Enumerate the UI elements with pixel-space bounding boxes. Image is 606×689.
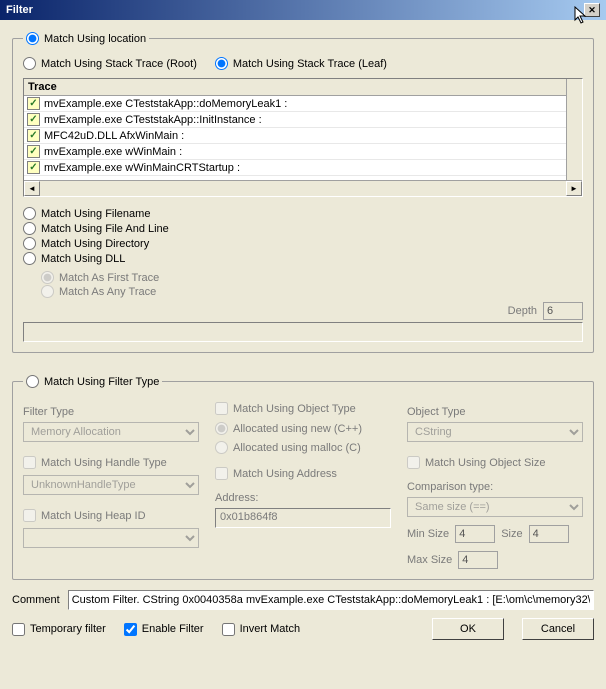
trace-item-text: mvExample.exe CTeststakApp::doMemoryLeak… bbox=[44, 98, 287, 110]
comparison-select: Same size (==) bbox=[407, 497, 583, 517]
horizontal-scrollbar[interactable]: ◄ ► bbox=[24, 180, 582, 196]
file-line-label: Match Using File And Line bbox=[41, 223, 169, 235]
file-line-radio[interactable]: Match Using File And Line bbox=[23, 222, 583, 235]
scroll-right-button[interactable]: ► bbox=[566, 181, 582, 196]
object-size-label: Match Using Object Size bbox=[425, 457, 545, 469]
alloc-malloc-label: Allocated using malloc (C) bbox=[233, 442, 361, 454]
location-radio[interactable] bbox=[26, 32, 39, 45]
trace-item[interactable]: ✓ mvExample.exe wWinMain : bbox=[24, 144, 566, 160]
trace-item-text: mvExample.exe wWinMain : bbox=[44, 146, 182, 158]
filter-type-radio[interactable] bbox=[26, 375, 39, 388]
any-trace-radio: Match As Any Trace bbox=[41, 285, 583, 298]
filter-type-group: Match Using Filter Type Filter Type Memo… bbox=[12, 373, 594, 580]
trace-item[interactable]: ✓ mvExample.exe CTeststakApp::InitInstanc… bbox=[24, 112, 566, 128]
directory-label: Match Using Directory bbox=[41, 238, 149, 250]
filter-type-select: Memory Allocation bbox=[23, 422, 199, 442]
any-trace-label: Match As Any Trace bbox=[59, 286, 156, 298]
heap-id-select bbox=[23, 528, 199, 548]
size-label: Size bbox=[501, 528, 522, 540]
size-field bbox=[529, 525, 569, 543]
trace-item[interactable]: ✓ MFC42uD.DLL AfxWinMain : bbox=[24, 128, 566, 144]
filter-type-legend-label: Match Using Filter Type bbox=[44, 376, 159, 388]
object-type-select: CString bbox=[407, 422, 583, 442]
object-type-label: Object Type bbox=[407, 406, 583, 418]
min-size-field bbox=[455, 525, 495, 543]
trace-header: Trace bbox=[24, 79, 566, 96]
dll-label: Match Using DLL bbox=[41, 253, 125, 265]
heap-id-check: Match Using Heap ID bbox=[23, 509, 199, 522]
object-size-check: Match Using Object Size bbox=[407, 456, 583, 469]
filename-radio[interactable]: Match Using Filename bbox=[23, 207, 583, 220]
trace-item-text: mvExample.exe wWinMainCRTStartup : bbox=[44, 162, 240, 174]
depth-label: Depth bbox=[508, 305, 537, 317]
ok-button[interactable]: OK bbox=[432, 618, 504, 640]
invert-match-label: Invert Match bbox=[240, 623, 301, 635]
enable-filter-label: Enable Filter bbox=[142, 623, 204, 635]
check-icon[interactable]: ✓ bbox=[27, 113, 40, 126]
alloc-malloc-radio: Allocated using malloc (C) bbox=[215, 441, 391, 454]
object-type-check: Match Using Object Type bbox=[215, 402, 391, 415]
trace-item[interactable]: ✓ mvExample.exe wWinMainCRTStartup : bbox=[24, 160, 566, 176]
temporary-filter-label: Temporary filter bbox=[30, 623, 106, 635]
handle-type-check: Match Using Handle Type bbox=[23, 456, 199, 469]
depth-field bbox=[543, 302, 583, 320]
filter-type-label: Filter Type bbox=[23, 406, 199, 418]
first-trace-radio: Match As First Trace bbox=[41, 271, 583, 284]
scroll-left-button[interactable]: ◄ bbox=[24, 181, 40, 196]
comment-label: Comment bbox=[12, 594, 60, 606]
address-check: Match Using Address bbox=[215, 467, 391, 480]
filter-type-legend[interactable]: Match Using Filter Type bbox=[23, 373, 162, 390]
filename-label: Match Using Filename bbox=[41, 208, 150, 220]
check-icon[interactable]: ✓ bbox=[27, 145, 40, 158]
stack-leaf-radio[interactable]: Match Using Stack Trace (Leaf) bbox=[215, 57, 387, 70]
trace-list[interactable]: ✓ mvExample.exe CTeststakApp::doMemoryLea… bbox=[24, 96, 566, 180]
location-path-field bbox=[23, 322, 583, 342]
max-size-label: Max Size bbox=[407, 554, 452, 566]
invert-match-check[interactable]: Invert Match bbox=[222, 623, 301, 636]
stack-root-label: Match Using Stack Trace (Root) bbox=[41, 58, 197, 70]
trace-item-text: mvExample.exe CTeststakApp::InitInstance… bbox=[44, 114, 262, 126]
title-bar: Filter ✕ bbox=[0, 0, 606, 20]
address-field: 0x01b864f8 bbox=[215, 508, 391, 528]
check-icon[interactable]: ✓ bbox=[27, 129, 40, 142]
stack-leaf-label: Match Using Stack Trace (Leaf) bbox=[233, 58, 387, 70]
min-size-label: Min Size bbox=[407, 528, 449, 540]
dll-radio[interactable]: Match Using DLL bbox=[23, 252, 583, 265]
check-icon[interactable]: ✓ bbox=[27, 97, 40, 110]
temporary-filter-check[interactable]: Temporary filter bbox=[12, 623, 106, 636]
trace-item[interactable]: ✓ mvExample.exe CTeststakApp::doMemoryLea… bbox=[24, 96, 566, 112]
window-title: Filter bbox=[6, 4, 33, 16]
check-icon[interactable]: ✓ bbox=[27, 161, 40, 174]
stack-root-radio[interactable]: Match Using Stack Trace (Root) bbox=[23, 57, 197, 70]
close-button[interactable]: ✕ bbox=[584, 3, 600, 17]
alloc-new-label: Allocated using new (C++) bbox=[233, 423, 362, 435]
object-type-chk-label: Match Using Object Type bbox=[233, 403, 356, 415]
cancel-button[interactable]: Cancel bbox=[522, 618, 594, 640]
directory-radio[interactable]: Match Using Directory bbox=[23, 237, 583, 250]
location-label: Match Using location bbox=[44, 33, 146, 45]
trace-item-text: MFC42uD.DLL AfxWinMain : bbox=[44, 130, 184, 142]
location-group: Match Using location Match Using Stack T… bbox=[12, 30, 594, 353]
handle-type-select: UnknownHandleType bbox=[23, 475, 199, 495]
alloc-new-radio: Allocated using new (C++) bbox=[215, 422, 391, 435]
first-trace-label: Match As First Trace bbox=[59, 272, 159, 284]
address-label: Address: bbox=[215, 492, 391, 504]
trace-list-box: Trace ✓ mvExample.exe CTeststakApp::doMem… bbox=[23, 78, 583, 197]
address-chk-label: Match Using Address bbox=[233, 468, 337, 480]
comparison-label: Comparison type: bbox=[407, 481, 583, 493]
location-legend[interactable]: Match Using location bbox=[23, 30, 149, 47]
handle-type-label: Match Using Handle Type bbox=[41, 457, 167, 469]
comment-field[interactable] bbox=[68, 590, 594, 610]
max-size-field bbox=[458, 551, 498, 569]
enable-filter-check[interactable]: Enable Filter bbox=[124, 623, 204, 636]
heap-id-label: Match Using Heap ID bbox=[41, 510, 146, 522]
vertical-scrollbar[interactable] bbox=[566, 79, 582, 180]
